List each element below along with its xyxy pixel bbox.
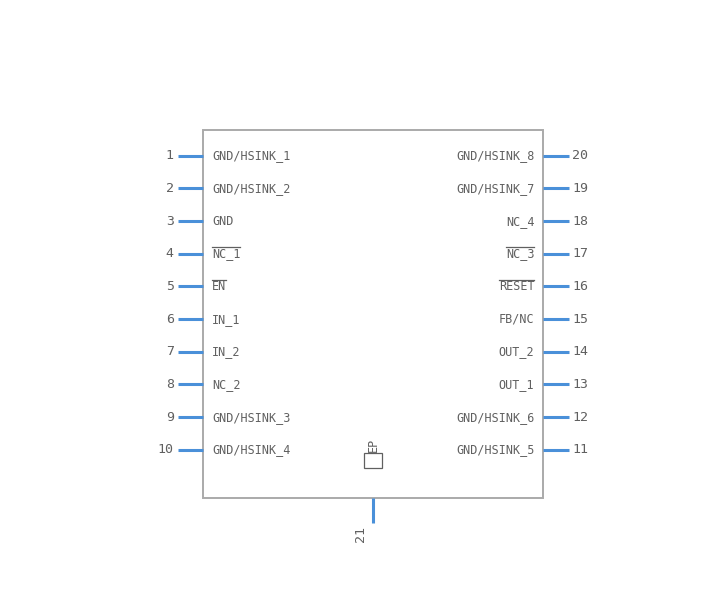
Text: 11: 11 — [572, 443, 588, 457]
Text: GND/HSINK_7: GND/HSINK_7 — [456, 182, 534, 195]
Text: NC_3: NC_3 — [506, 247, 534, 260]
Text: 8: 8 — [166, 378, 174, 391]
Text: 2: 2 — [166, 182, 174, 195]
Text: 9: 9 — [166, 411, 174, 424]
Text: 5: 5 — [166, 280, 174, 293]
Text: GND/HSINK_2: GND/HSINK_2 — [212, 182, 290, 195]
Text: 10: 10 — [158, 443, 174, 457]
Bar — [364, 453, 382, 468]
Text: 3: 3 — [166, 215, 174, 228]
Text: 4: 4 — [166, 247, 174, 260]
Text: NC_1: NC_1 — [212, 247, 240, 260]
Text: GND/HSINK_3: GND/HSINK_3 — [212, 411, 290, 424]
Text: GND: GND — [212, 215, 233, 228]
Text: 1: 1 — [166, 149, 174, 162]
Text: NC_4: NC_4 — [506, 215, 534, 228]
Text: OUT_1: OUT_1 — [499, 378, 534, 391]
Text: GND/HSINK_5: GND/HSINK_5 — [456, 443, 534, 457]
Text: RESET: RESET — [499, 280, 534, 293]
Text: GND/HSINK_1: GND/HSINK_1 — [212, 149, 290, 162]
Text: 16: 16 — [572, 280, 588, 293]
Text: GND/HSINK_8: GND/HSINK_8 — [456, 149, 534, 162]
Text: 14: 14 — [572, 345, 588, 358]
Text: 6: 6 — [166, 313, 174, 326]
Text: OUT_2: OUT_2 — [499, 345, 534, 358]
Text: 19: 19 — [572, 182, 588, 195]
Text: GND/HSINK_4: GND/HSINK_4 — [212, 443, 290, 457]
Text: NC_2: NC_2 — [212, 378, 240, 391]
Bar — [203, 130, 543, 498]
Text: GND/HSINK_6: GND/HSINK_6 — [456, 411, 534, 424]
Text: EN: EN — [212, 280, 226, 293]
Text: 18: 18 — [572, 215, 588, 228]
Text: 15: 15 — [572, 313, 588, 326]
Text: 12: 12 — [572, 411, 588, 424]
Text: EP: EP — [367, 438, 379, 452]
Text: 17: 17 — [572, 247, 588, 260]
Text: 20: 20 — [572, 149, 588, 162]
Text: 13: 13 — [572, 378, 588, 391]
Text: 21: 21 — [355, 526, 368, 542]
Text: IN_1: IN_1 — [212, 313, 240, 326]
Text: IN_2: IN_2 — [212, 345, 240, 358]
Text: 7: 7 — [166, 345, 174, 358]
Text: FB/NC: FB/NC — [499, 313, 534, 326]
